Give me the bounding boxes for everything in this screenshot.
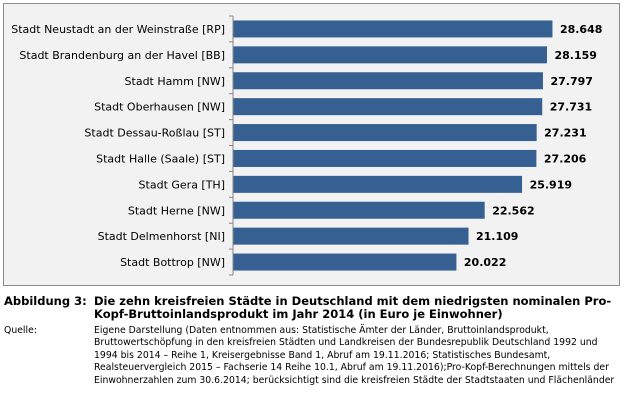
value-label: 22.562 (492, 204, 534, 217)
source-text: Eigene Darstellung (Daten entnommen aus:… (94, 325, 615, 386)
figure-label: Abbildung 3: (4, 294, 87, 308)
category-label: Stadt Oberhausen [NW] (94, 101, 225, 114)
category-label: Stadt Halle (Saale) [ST] (96, 152, 225, 165)
figure-caption: Abbildung 3: Die zehn kreisfreien Städte… (4, 295, 622, 387)
value-label: 21.109 (476, 230, 518, 243)
value-label: 27.206 (544, 152, 587, 165)
category-label: Stadt Hamm [NW] (125, 75, 225, 88)
bar (233, 98, 543, 116)
figure-title: Die zehn kreisfreien Städte in Deutschla… (94, 294, 612, 321)
value-label: 25.919 (530, 178, 572, 191)
category-label: Stadt Neustadt an der Weinstraße [RP] (11, 23, 225, 36)
category-label: Stadt Brandenburg an der Havel [BB] (19, 49, 225, 62)
value-label: 27.231 (544, 127, 586, 140)
bar (233, 72, 543, 90)
category-label: Stadt Dessau-Roßlau [ST] (84, 127, 225, 140)
bar (233, 227, 469, 245)
bar (233, 175, 523, 193)
bar (233, 20, 553, 38)
value-label: 28.648 (560, 23, 602, 36)
category-label: Stadt Delmenhorst [NI] (98, 230, 225, 243)
category-label: Stadt Herne [NW] (128, 204, 225, 217)
category-label: Stadt Bottrop [NW] (120, 256, 225, 269)
bar (233, 149, 537, 167)
bar (233, 46, 548, 64)
bar (233, 201, 485, 219)
bar (233, 124, 537, 142)
bar (233, 253, 457, 271)
value-label: 27.797 (550, 75, 592, 88)
source-label: Quelle: (4, 325, 37, 336)
value-label: 28.159 (555, 49, 597, 62)
category-label: Stadt Gera [TH] (139, 178, 225, 191)
bar-chart: Stadt Neustadt an der Weinstraße [RP] 28.… (11, 15, 602, 276)
value-label: 27.731 (550, 101, 592, 114)
value-label: 20.022 (464, 256, 506, 269)
